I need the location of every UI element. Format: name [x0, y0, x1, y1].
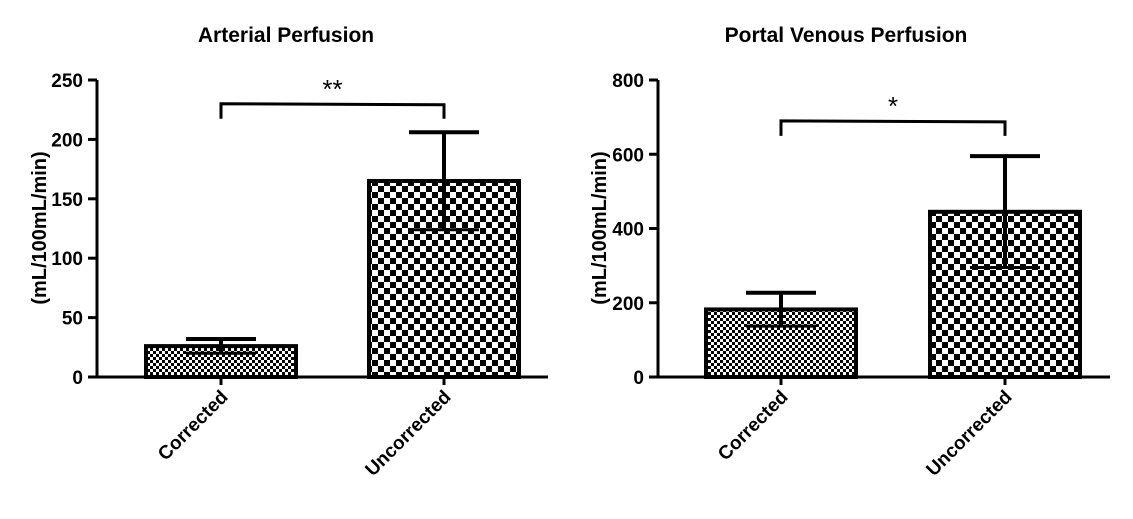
x-category-label: Corrected — [714, 387, 792, 465]
y-tick-label: 150 — [51, 190, 83, 211]
y-tick-label: 200 — [612, 294, 644, 315]
bars — [144, 130, 521, 385]
y-tick-label: 600 — [612, 145, 644, 166]
category-labels: Corrected Uncorrected — [714, 387, 1016, 481]
y-axis-label: (mL/100mL/min) — [589, 151, 611, 304]
significance-bracket — [779, 119, 1007, 136]
x-category-label: Uncorrected — [362, 387, 456, 481]
y-tick-label: 0 — [72, 368, 83, 389]
chart-title: Arterial Perfusion — [198, 24, 374, 47]
axes: 0 200 400 600 800 — [612, 71, 1110, 389]
y-tick-label: 400 — [612, 220, 644, 241]
significance-label: * — [888, 91, 898, 121]
chart-title: Portal Venous Perfusion — [725, 24, 968, 47]
bars — [704, 154, 1082, 385]
chart-panel-arterial: Arterial Perfusion (mL/100mL/min) 0 50 100… — [29, 24, 548, 481]
x-category-label: Uncorrected — [923, 387, 1017, 481]
significance: * — [779, 91, 1007, 136]
x-category-label: Corrected — [154, 387, 232, 465]
significance-bracket — [219, 102, 446, 119]
y-tick-label: 800 — [612, 71, 644, 92]
significance-label: ** — [322, 74, 342, 104]
category-labels: Corrected Uncorrected — [154, 387, 455, 481]
y-tick-label: 250 — [51, 71, 83, 92]
y-axis-label: (mL/100mL/min) — [29, 151, 51, 304]
y-tick-label: 200 — [51, 130, 83, 151]
y-tick-label: 50 — [62, 309, 83, 330]
significance: ** — [219, 74, 446, 119]
chart-panel-portal-venous: Portal Venous Perfusion (mL/100mL/min) 0… — [589, 24, 1110, 481]
y-tick-label: 0 — [633, 368, 644, 389]
y-tick-label: 100 — [51, 249, 83, 270]
